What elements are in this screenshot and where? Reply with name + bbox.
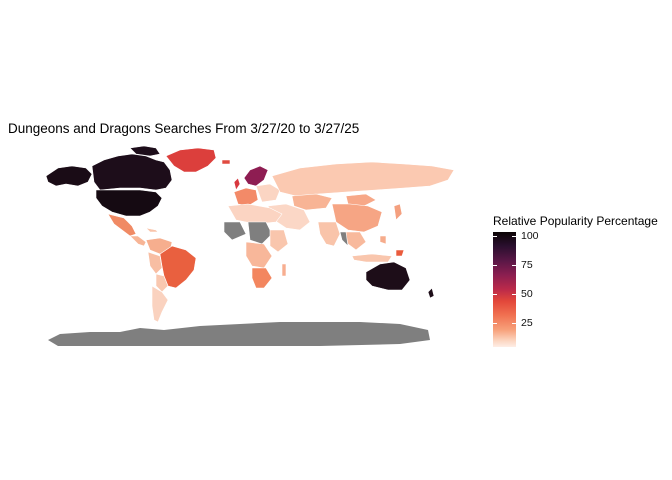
legend-tick-50: 50 xyxy=(521,288,533,300)
mongolia xyxy=(345,193,377,207)
eastern-europe xyxy=(255,183,281,203)
indonesia xyxy=(351,253,393,263)
greenland xyxy=(165,147,217,173)
east-africa xyxy=(269,229,289,253)
central-america xyxy=(129,235,147,247)
map-title: Dungeons and Dragons Searches From 3/27/… xyxy=(8,121,360,136)
legend-tick-75: 75 xyxy=(521,259,533,271)
central-africa xyxy=(245,241,273,269)
caribbean xyxy=(145,227,159,233)
india xyxy=(317,221,341,247)
russia xyxy=(271,161,455,197)
southern-africa xyxy=(251,267,273,289)
kazakhstan xyxy=(291,193,333,211)
madagascar xyxy=(281,263,287,277)
canadian-arctic xyxy=(129,145,161,157)
canada xyxy=(91,153,173,191)
uk xyxy=(233,177,241,191)
legend-colorbar xyxy=(493,232,516,347)
brazil xyxy=(159,245,197,289)
philippines xyxy=(379,235,387,245)
mexico xyxy=(107,213,137,237)
legend-title: Relative Popularity Percentage xyxy=(493,214,658,228)
myanmar xyxy=(339,231,349,247)
scandinavia xyxy=(243,165,269,187)
australia xyxy=(365,261,411,291)
sahel-central xyxy=(247,221,273,245)
iceland xyxy=(221,159,231,165)
japan xyxy=(393,203,403,221)
alaska xyxy=(45,165,93,187)
usa xyxy=(95,189,163,217)
west-africa xyxy=(223,221,247,241)
png xyxy=(395,249,405,257)
bolivia-paraguay xyxy=(155,273,169,293)
china xyxy=(331,203,383,233)
legend-tick-100: 100 xyxy=(521,230,539,242)
new-zealand xyxy=(427,287,435,299)
peru xyxy=(147,251,163,275)
argentina-chile xyxy=(151,285,169,323)
antarctica xyxy=(48,322,430,346)
north-africa xyxy=(227,203,283,225)
western-europe xyxy=(233,187,259,207)
legend-tick-25: 25 xyxy=(521,317,533,329)
